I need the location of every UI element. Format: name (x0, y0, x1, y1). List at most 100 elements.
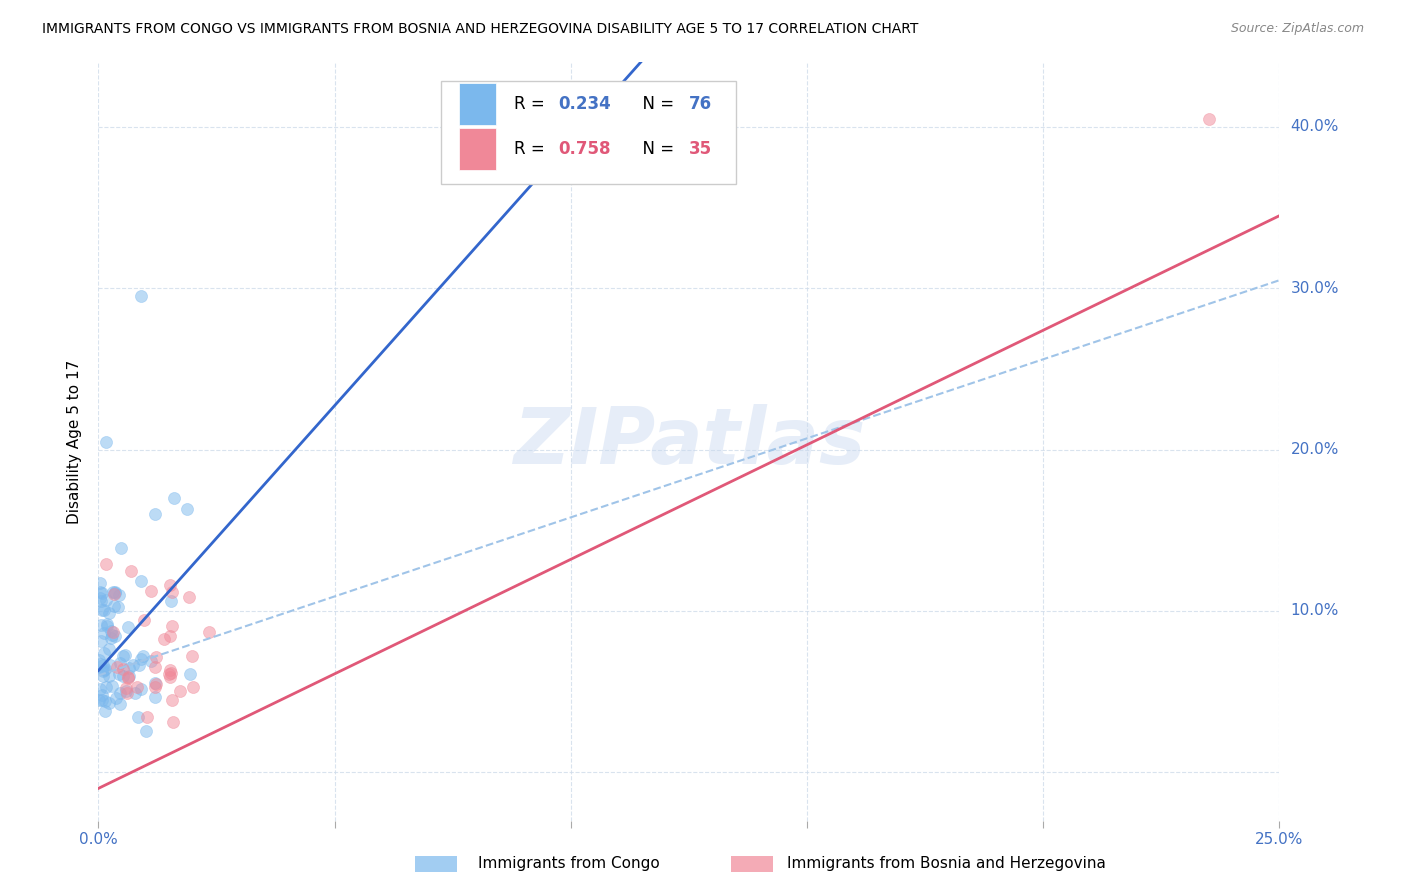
Y-axis label: Disability Age 5 to 17: Disability Age 5 to 17 (67, 359, 83, 524)
Point (100, 658, 122, 673)
Point (100, 624, 122, 638)
Point (122, 658, 145, 673)
Point (94, 434, 117, 449)
Point (136, 710, 159, 724)
Text: 35: 35 (689, 140, 711, 158)
FancyBboxPatch shape (441, 81, 737, 184)
Point (117, 670, 139, 684)
Text: 30.0%: 30.0% (1291, 281, 1339, 296)
Point (117, 660, 139, 674)
Point (181, 648, 204, 663)
Text: 20.0%: 20.0% (1291, 442, 1339, 457)
Point (129, 289, 152, 303)
Point (159, 669, 181, 683)
Text: 40.0%: 40.0% (1291, 120, 1339, 135)
Point (94, 593, 117, 607)
Point (159, 663, 181, 677)
Point (159, 578, 181, 592)
Text: R =: R = (515, 95, 550, 113)
Point (101, 680, 124, 694)
Point (132, 648, 155, 663)
Point (96, 557, 118, 571)
Point (169, 684, 191, 698)
Point (87, 653, 110, 667)
Point (89, 657, 111, 672)
Point (98, 669, 121, 683)
Point (105, 660, 128, 674)
Point (108, 686, 131, 700)
Point (108, 667, 131, 681)
Point (94, 694, 117, 708)
Point (1198, 112, 1220, 126)
Point (90, 594, 112, 608)
Text: N =: N = (633, 95, 679, 113)
Point (91, 603, 114, 617)
Text: IMMIGRANTS FROM CONGO VS IMMIGRANTS FROM BOSNIA AND HERZEGOVINA DISABILITY AGE 5: IMMIGRANTS FROM CONGO VS IMMIGRANTS FROM… (42, 22, 918, 37)
Point (91, 669, 114, 683)
Text: N =: N = (633, 140, 679, 158)
Point (139, 583, 162, 598)
Point (90, 693, 112, 707)
Point (91, 688, 114, 702)
Point (160, 692, 183, 706)
Point (101, 624, 124, 639)
Point (124, 686, 146, 700)
Point (117, 619, 139, 633)
Point (89, 584, 111, 599)
Text: Source: ZipAtlas.com: Source: ZipAtlas.com (1230, 22, 1364, 36)
Point (135, 723, 157, 738)
Point (176, 501, 198, 516)
FancyBboxPatch shape (458, 83, 496, 125)
Point (104, 586, 127, 600)
Text: 76: 76 (689, 95, 711, 113)
Point (129, 574, 152, 588)
Point (127, 680, 149, 694)
Point (141, 654, 163, 668)
Point (112, 662, 135, 676)
Point (108, 697, 131, 711)
Point (162, 714, 184, 729)
Text: ZIPatlas: ZIPatlas (513, 403, 865, 480)
Point (90, 617, 112, 632)
Text: 0.758: 0.758 (558, 140, 610, 158)
Point (198, 625, 221, 640)
Point (91, 658, 114, 673)
Point (118, 668, 141, 682)
Point (98, 641, 121, 656)
Point (93, 664, 115, 678)
Point (89, 693, 111, 707)
Point (177, 590, 200, 604)
Point (94, 704, 117, 718)
Point (108, 656, 131, 670)
Point (143, 659, 166, 673)
Text: Immigrants from Bosnia and Herzegovina: Immigrants from Bosnia and Herzegovina (787, 856, 1107, 871)
Point (93, 664, 115, 678)
Point (160, 594, 183, 608)
Point (98, 606, 121, 620)
Point (143, 507, 166, 521)
FancyBboxPatch shape (458, 128, 496, 169)
Point (96, 619, 118, 633)
Point (181, 681, 204, 695)
Point (145, 650, 167, 665)
Point (90, 585, 112, 599)
Point (100, 628, 122, 642)
Point (145, 677, 167, 691)
Point (143, 690, 166, 704)
Point (93, 646, 115, 660)
Point (103, 587, 125, 601)
Point (94, 662, 117, 676)
Point (160, 665, 183, 680)
Point (89, 591, 111, 606)
Point (100, 631, 122, 645)
Point (143, 680, 166, 694)
Point (179, 667, 201, 681)
Point (93, 603, 115, 617)
Point (153, 632, 176, 647)
Text: Immigrants from Congo: Immigrants from Congo (478, 856, 659, 871)
Point (107, 588, 129, 602)
Point (110, 541, 132, 555)
Point (90, 634, 112, 648)
Point (143, 676, 166, 690)
Point (105, 690, 128, 705)
